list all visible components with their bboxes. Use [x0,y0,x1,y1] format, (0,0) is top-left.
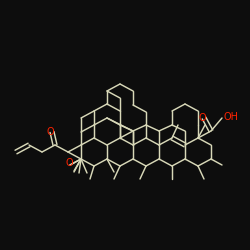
Text: O: O [46,127,54,137]
Text: O: O [198,113,206,123]
Text: O: O [65,158,73,168]
Text: OH: OH [224,112,239,122]
